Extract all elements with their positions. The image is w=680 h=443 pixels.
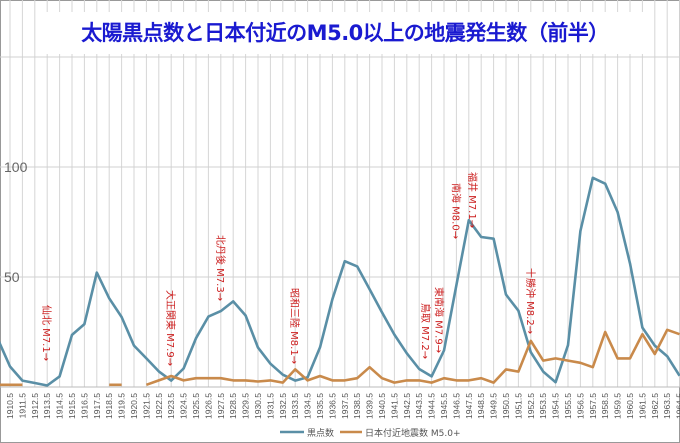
x-tick-label: 1915.5 [67, 393, 77, 419]
x-tick-label: 1929.5 [241, 393, 251, 419]
x-tick-label: 1944.5 [427, 393, 437, 419]
x-tick-label: 1911.5 [17, 393, 27, 419]
x-tick-label: 1933.5 [290, 393, 300, 419]
x-tick-label: 1948.5 [476, 393, 486, 419]
x-tick-label: 1912.5 [30, 393, 40, 419]
x-tick-label: 1935.5 [315, 393, 325, 419]
x-tick-label: 1960.5 [625, 393, 635, 419]
x-tick-label: 1955.5 [563, 393, 573, 419]
x-tick-label: 1923.5 [166, 393, 176, 419]
x-tick-label: 1942.5 [402, 393, 412, 419]
earthquake-annotation: 大正関東 M7.9→ [164, 290, 177, 366]
x-tick-label: 1930.5 [253, 393, 263, 419]
earthquake-annotation: 福井 M7.1→ [466, 172, 479, 228]
x-tick-label: 1913.5 [42, 393, 52, 419]
x-tick-label: 1951.5 [513, 393, 523, 419]
earthquake-annotation: 北丹後 M7.3→ [214, 235, 227, 301]
x-tick-label: 1947.5 [464, 393, 474, 419]
x-tick-label: 1959.5 [613, 393, 623, 419]
x-tick-label: 1934.5 [303, 393, 313, 419]
x-tick-label: 1950.5 [501, 393, 511, 419]
x-tick-label: 1927.5 [216, 393, 226, 419]
series-line-sunspots [0, 176, 680, 387]
x-tick-label: 1938.5 [352, 393, 362, 419]
y-tick-label: 100 [4, 159, 28, 175]
x-tick-label: 1957.5 [588, 393, 598, 419]
x-tick-label: 1952.5 [526, 393, 536, 419]
legend-label-sunspots: 黒点数 [307, 427, 334, 439]
x-tick-label: 1924.5 [179, 393, 189, 419]
earthquake-annotation: 鳥取 M7.2→ [419, 303, 432, 359]
x-tick-label: 1958.5 [600, 393, 610, 419]
x-tick-label: 1945.5 [439, 393, 449, 419]
chart-title: 太陽黒点数と日本付近のM5.0以上の地震発生数（前半） [40, 12, 650, 54]
x-tick-label: 1949.5 [489, 393, 499, 419]
x-tick-label: 1931.5 [265, 393, 275, 419]
x-tick-label: 1925.5 [191, 393, 201, 419]
x-tick-label: 1941.5 [389, 393, 399, 419]
x-tick-label: 1964.5 [675, 393, 680, 419]
x-tick-label: 1954.5 [551, 393, 561, 419]
x-tick-label: 1956.5 [575, 393, 585, 419]
x-tick-label: 1928.5 [228, 393, 238, 419]
x-tick-label: 1922.5 [154, 393, 164, 419]
x-tick-label: 1963.5 [662, 393, 672, 419]
x-tick-label: 1920.5 [129, 393, 139, 419]
series-line-earthquakes [145, 328, 680, 387]
x-tick-label: 1932.5 [278, 393, 288, 419]
x-tick-label: 1914.5 [55, 393, 65, 419]
x-tick-label: 1939.5 [365, 393, 375, 419]
x-tick-label: 1919.5 [117, 393, 127, 419]
x-tick-label: 1937.5 [340, 393, 350, 419]
earthquake-annotation: 仙北 M7.1→ [40, 305, 53, 361]
x-tick-label: 1953.5 [538, 393, 548, 419]
x-tick-label: 1946.5 [451, 393, 461, 419]
earthquake-annotation: 東南海 M7.9→ [433, 287, 446, 353]
earthquake-annotation: 南海 M8.0→ [449, 183, 462, 239]
x-tick-label: 1917.5 [92, 393, 102, 419]
x-tick-label: 1940.5 [377, 393, 387, 419]
x-tick-label: 1921.5 [141, 393, 151, 419]
earthquake-annotation: 昭和三陸 M8.1→ [288, 288, 301, 364]
earthquake-annotation: 十勝沖 M8.2→ [524, 268, 537, 334]
x-tick-label: 1916.5 [79, 393, 89, 419]
x-tick-label: 1936.5 [327, 393, 337, 419]
x-tick-label: 1943.5 [414, 393, 424, 419]
y-tick-label: 50 [4, 269, 20, 285]
x-tick-label: 1910.5 [5, 393, 15, 419]
x-tick-label: 1926.5 [203, 393, 213, 419]
x-tick-label: 1961.5 [637, 393, 647, 419]
x-tick-label: 1962.5 [650, 393, 660, 419]
legend-label-earthquakes: 日本付近地震数 M5.0+ [365, 427, 460, 439]
x-tick-label: 1918.5 [104, 393, 114, 419]
